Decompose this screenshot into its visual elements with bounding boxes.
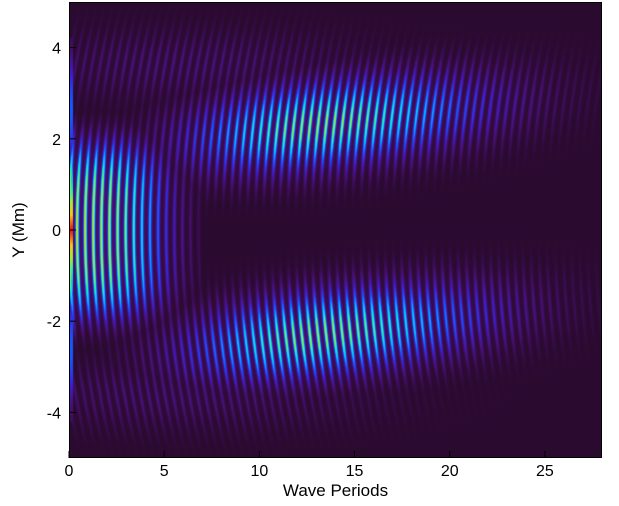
x-tick-label: 5 xyxy=(160,463,169,480)
y-axis-ticks: -4 -2 0 2 4 xyxy=(47,41,76,422)
x-tick-label: 25 xyxy=(536,463,554,480)
x-tick-label: 0 xyxy=(65,463,74,480)
x-tick-label: 10 xyxy=(250,463,268,480)
y-tick-label: -2 xyxy=(47,314,61,331)
y-tick-label: 4 xyxy=(52,41,61,58)
plot-area xyxy=(69,2,602,458)
y-axis-label: Y (Mm) xyxy=(9,202,28,257)
x-axis-label: Wave Periods xyxy=(283,481,388,500)
x-tick-label: 15 xyxy=(346,463,364,480)
x-tick-label: 20 xyxy=(441,463,459,480)
y-tick-label: 2 xyxy=(52,132,61,149)
y-tick-label: 0 xyxy=(52,223,61,240)
heatmap-image xyxy=(69,2,602,458)
y-tick-label: -4 xyxy=(47,405,61,422)
x-axis-ticks: 0 5 10 15 20 25 xyxy=(65,451,554,480)
